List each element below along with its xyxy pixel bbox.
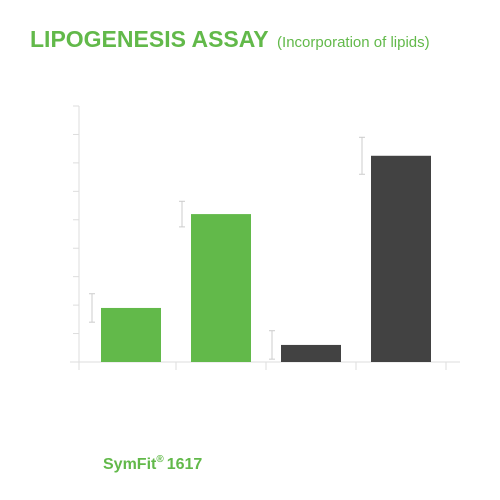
error-bar (269, 330, 275, 360)
bar (101, 307, 161, 362)
subtitle: (Incorporation of lipids) (277, 34, 430, 51)
error-bar (179, 200, 185, 228)
annotation-name: SymFit (103, 456, 157, 473)
bar (191, 214, 251, 362)
chart-title: LIPOGENESIS ASSAY (Incorporation of lipi… (30, 26, 430, 52)
annotation-number: 1617 (167, 456, 203, 473)
bar (371, 155, 431, 362)
bar (281, 344, 341, 362)
title: LIPOGENESIS ASSAY (30, 26, 269, 52)
annotation: SymFit® 1617 (103, 454, 202, 473)
error-bar (89, 293, 95, 323)
annotation-mark: ® (156, 454, 164, 465)
error-bar (359, 136, 365, 175)
